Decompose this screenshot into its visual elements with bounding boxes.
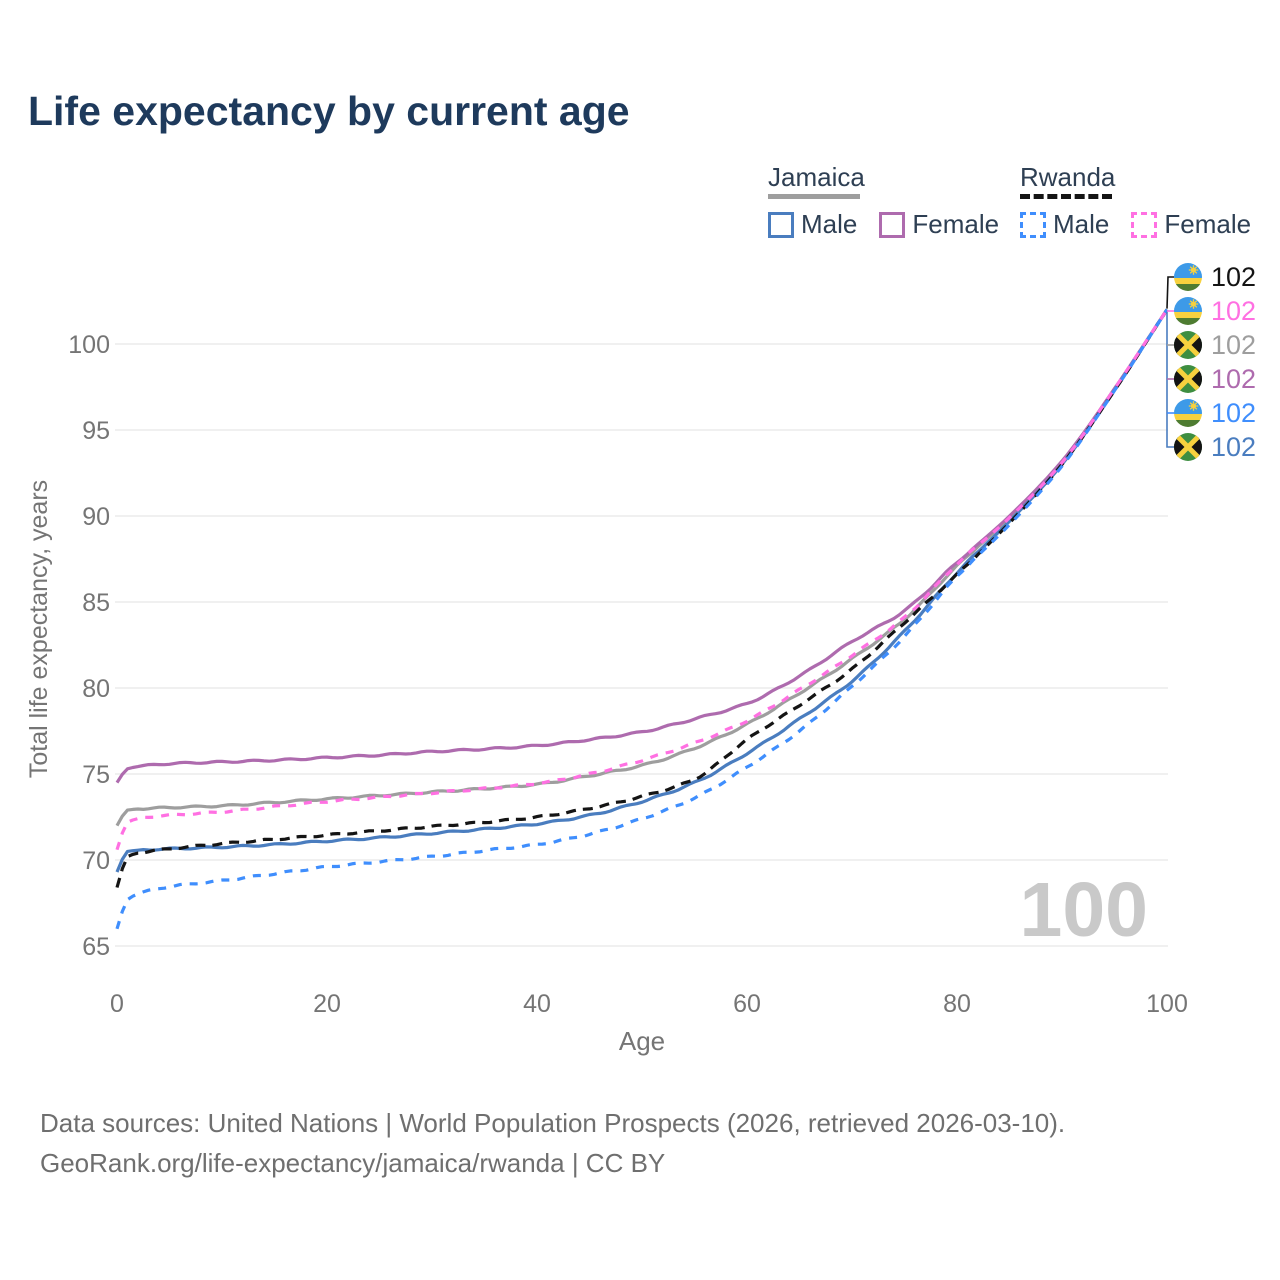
legend-title-jamaica[interactable]: Jamaica [768, 162, 865, 192]
series-line-rwanda_male [115, 308, 1169, 930]
end-label-jamaica-total: 102 [1174, 328, 1256, 362]
x-axis-label: Age [619, 1026, 665, 1056]
end-label-value: 102 [1211, 432, 1257, 462]
end-label-connector [1166, 311, 1174, 448]
legend-item-label: Female [1164, 209, 1252, 239]
series-line-jamaica_male [115, 308, 1169, 873]
rwanda-flag-icon [1174, 263, 1202, 291]
x-tick-label: 0 [110, 990, 124, 1018]
series-line-jamaica_female [115, 308, 1169, 784]
end-label-value: 102 [1211, 364, 1257, 394]
y-tick-label: 65 [82, 933, 110, 961]
end-label-rwanda-male: 102 [1174, 396, 1256, 430]
x-tick-label: 20 [313, 990, 341, 1018]
jamaica-flag-icon [1174, 365, 1202, 393]
page-title: Life expectancy by current age [28, 88, 630, 134]
jamaica-male-swatch-icon [768, 211, 794, 238]
y-tick-label: 75 [82, 761, 110, 789]
age-counter-watermark: 100 [1019, 867, 1148, 953]
x-tick-label: 100 [1146, 990, 1188, 1018]
y-tick-label: 95 [82, 417, 110, 445]
x-tick-label: 40 [523, 990, 551, 1018]
series-line-jamaica_total [115, 308, 1169, 827]
y-tick-label: 90 [82, 503, 110, 531]
legend-item-rwanda-female[interactable]: Female [1131, 209, 1251, 240]
y-axis-label: Total life expectancy, years [25, 480, 53, 778]
legend-line-sample-rwanda [1020, 194, 1112, 199]
jamaica-flag-icon [1174, 433, 1202, 461]
legend-title-rwanda[interactable]: Rwanda [1020, 162, 1116, 192]
y-tick-label: 85 [82, 589, 110, 617]
x-tick-label: 80 [943, 990, 971, 1018]
legend-line-sample-jamaica [768, 194, 860, 199]
y-tick-label: 70 [82, 847, 110, 875]
jamaica-female-swatch-icon [879, 211, 906, 238]
legend-item-jamaica-female[interactable]: Female [879, 209, 999, 240]
end-label-value: 102 [1211, 330, 1257, 360]
series-line-rwanda_female [115, 308, 1169, 851]
y-tick-label: 80 [82, 675, 110, 703]
jamaica-flag-icon [1174, 331, 1202, 359]
legend-item-jamaica-male[interactable]: Male [768, 209, 857, 240]
legend-item-label: Male [801, 209, 858, 239]
end-label-rwanda-total: 102 [1174, 260, 1256, 294]
y-tick-label: 100 [68, 331, 110, 359]
data-source-note: Data sources: United Nations | World Pop… [40, 1108, 1066, 1138]
end-label-value: 102 [1211, 296, 1257, 326]
rwanda-male-swatch-icon [1020, 211, 1046, 238]
rwanda-female-swatch-icon [1131, 211, 1158, 238]
end-label-value: 102 [1211, 262, 1257, 292]
legend-group-jamaica: Jamaica Male Female [768, 163, 999, 240]
legend-item-label: Male [1053, 209, 1110, 239]
legend-group-rwanda: Rwanda Male Female [1020, 163, 1251, 240]
end-label-value: 102 [1211, 398, 1257, 428]
end-label-rwanda-female: 102 [1174, 294, 1256, 328]
end-label-connector [1166, 276, 1174, 309]
end-label-jamaica-female: 102 [1174, 362, 1256, 396]
attribution-note: GeoRank.org/life-expectancy/jamaica/rwan… [40, 1148, 666, 1178]
rwanda-flag-icon [1174, 297, 1202, 325]
rwanda-flag-icon [1174, 399, 1202, 427]
series-end-labels: 102 102 [1174, 260, 1256, 464]
legend-item-label: Female [912, 209, 1000, 239]
x-tick-label: 60 [733, 990, 761, 1018]
end-label-jamaica-male: 102 [1174, 430, 1256, 464]
legend-item-rwanda-male[interactable]: Male [1020, 209, 1109, 240]
